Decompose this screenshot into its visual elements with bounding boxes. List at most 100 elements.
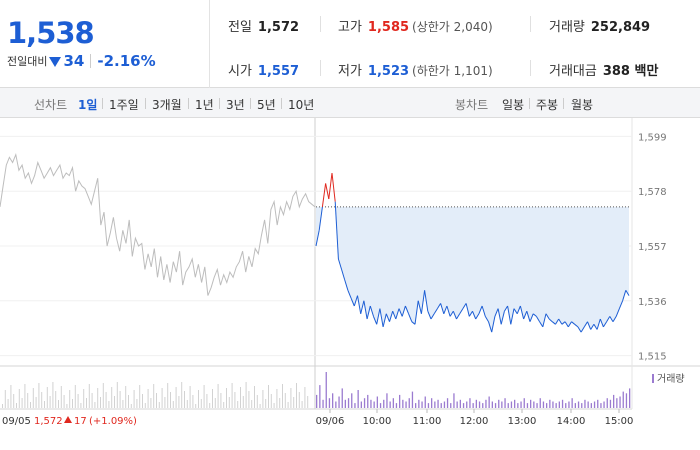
period-3m[interactable]: 3개월 [152, 98, 182, 112]
volume-bar [446, 398, 449, 408]
volume-bar [415, 403, 417, 408]
prev-volume-bar [206, 394, 208, 408]
volume-bar [475, 399, 477, 408]
volume-bar [316, 394, 318, 408]
prev-volume-bar [262, 390, 264, 408]
period-1y[interactable]: 1년 [195, 98, 214, 112]
period-monthly[interactable]: 월봉 [571, 98, 594, 112]
today-series-segment [417, 300, 422, 314]
prev-volume-bar [279, 398, 281, 408]
chart-canvas[interactable]: 1,599 1,578 1,557 1,536 1,515 09/06 10:00 11:0… [0, 118, 700, 450]
volume-bar [491, 401, 493, 408]
volume-bar [389, 401, 391, 408]
today-series-segment [373, 316, 378, 325]
today-series-segment [357, 295, 362, 314]
volume-bar [338, 396, 340, 408]
today-series-segment [446, 305, 451, 317]
prev-volume-bar [284, 393, 286, 408]
today-series-segment [497, 308, 502, 325]
today-series-segment [456, 313, 461, 320]
prev-close-label: 전일 [228, 20, 252, 35]
prev-volume-bar [27, 393, 29, 408]
volume-bar [574, 403, 576, 408]
today-series-segment [321, 183, 327, 207]
volume-bar [520, 401, 522, 408]
prev-volume-bar [66, 404, 68, 408]
prev-volume-bar [46, 387, 48, 408]
volume-bar [526, 403, 529, 408]
period-5y[interactable]: 5년 [257, 98, 276, 112]
period-3y[interactable]: 3년 [226, 98, 245, 112]
prev-volume-bar [240, 387, 241, 408]
volume-bar [379, 403, 382, 408]
prev-volume-bar [10, 385, 12, 408]
volume-bar [549, 399, 551, 408]
high-label: 고가 [338, 20, 362, 35]
today-series-segment [408, 313, 413, 322]
today-series-segment [555, 318, 560, 325]
today-series-segment [491, 316, 496, 333]
volume-bar [590, 403, 592, 408]
today-series-segment [590, 324, 595, 330]
prev-volume-bar [97, 388, 99, 408]
divider [529, 98, 530, 109]
today-series-segment [459, 308, 464, 315]
today-series-segment [472, 311, 477, 320]
prev-volume-bar [228, 397, 230, 408]
volume-bar [581, 403, 583, 408]
volume-bar [587, 401, 589, 408]
volume-bar [341, 388, 343, 408]
today-series-segment [484, 316, 489, 322]
volume-bar [411, 391, 414, 408]
prev-volume-bar [74, 385, 76, 408]
low-label: 저가 [338, 64, 362, 79]
prev-volume-bar [108, 401, 110, 408]
volume-bar [357, 390, 359, 408]
high-value: 1,585 [367, 20, 410, 35]
volume-bar [584, 399, 586, 408]
prev-volume-bar [49, 396, 51, 408]
volume-bar [418, 399, 420, 408]
y-tick-label: 1,536 [638, 297, 667, 308]
today-series-segment [440, 303, 445, 314]
volume-bar [360, 401, 362, 408]
price-chart[interactable]: 1,599 1,578 1,557 1,536 1,515 09/06 10:00 11:0… [0, 118, 700, 450]
period-daily[interactable]: 일봉 [502, 98, 525, 112]
today-series-segment [545, 313, 550, 320]
chart-line-layer [0, 152, 630, 333]
prev-volume-bar [4, 390, 6, 408]
today-series-segment [606, 316, 611, 322]
prev-volume-bar [164, 397, 166, 408]
amount-label: 거래대금 [549, 64, 597, 79]
volume-bar [494, 403, 497, 408]
period-10y[interactable]: 10년 [288, 98, 315, 112]
y-tick-label: 1,578 [638, 187, 667, 198]
x-axis: 09/06 10:00 11:00 12:00 13:00 14:00 15:00 [316, 409, 633, 427]
today-series-segment [430, 313, 435, 320]
prev-volume-bar [304, 387, 306, 408]
volume-bar [456, 401, 458, 408]
x-tick-label: 11:00 [413, 416, 442, 427]
today-series-segment [535, 316, 541, 322]
period-weekly[interactable]: 주봉 [536, 98, 559, 112]
today-series-segment [424, 290, 429, 312]
prev-volume-bar [217, 384, 219, 408]
today-series-segment [587, 321, 592, 330]
volume-bar [629, 388, 631, 408]
volume-bar [319, 385, 321, 408]
prev-volume-bar [16, 403, 17, 408]
prev-volume-bar [24, 384, 26, 408]
volume-bar [546, 403, 548, 408]
prev-volume-bar [72, 399, 73, 408]
today-series-segment [615, 308, 620, 317]
prev-volume-bar [32, 388, 34, 408]
today-series-segment [452, 311, 457, 320]
period-1d[interactable]: 1일 [78, 98, 98, 112]
period-1w[interactable]: 1주일 [109, 98, 139, 112]
volume-bar [395, 403, 398, 408]
prev-volume-bar [170, 392, 171, 408]
high-stat: 고가 1,585 (상한가 2,040) [338, 16, 493, 35]
volume-bar [613, 394, 615, 408]
prev-volume-bar [114, 396, 115, 408]
today-series-segment [500, 311, 505, 325]
